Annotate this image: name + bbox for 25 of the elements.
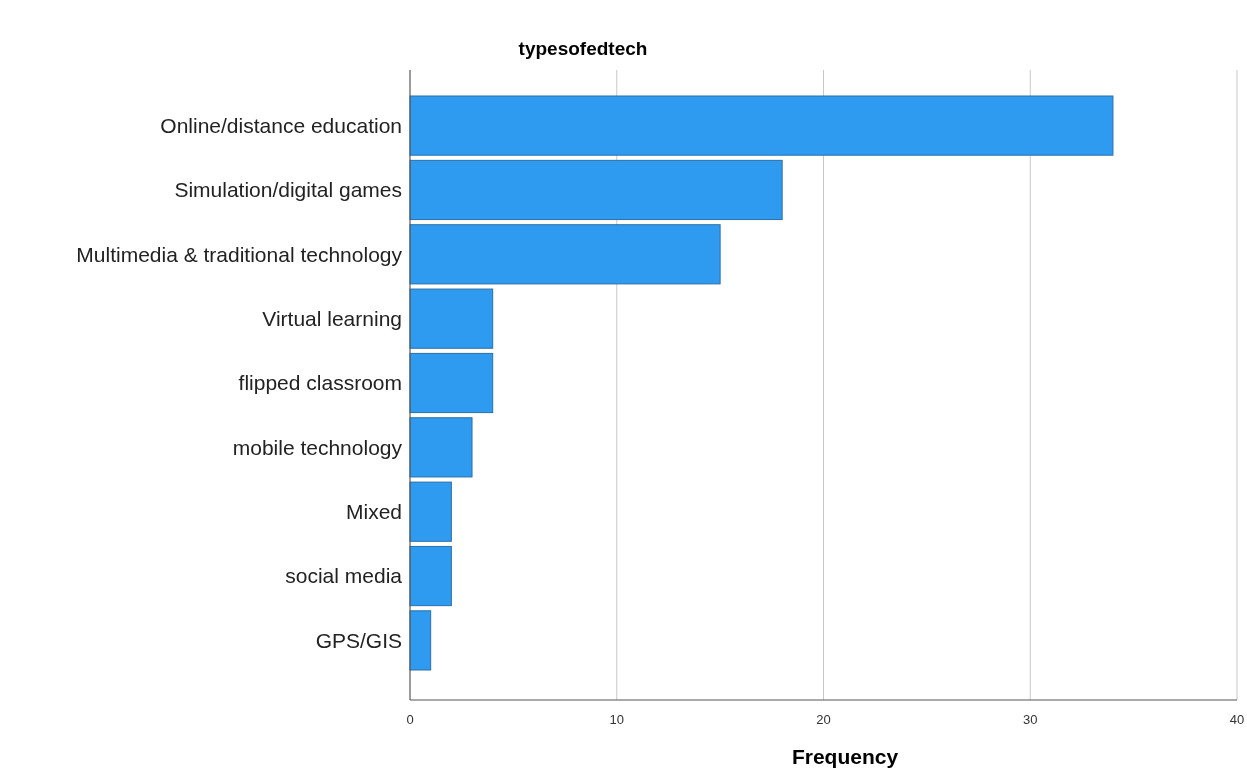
x-tick-label: 10: [609, 712, 624, 727]
bar: [409, 481, 452, 542]
bar: [409, 545, 452, 607]
bar: [409, 159, 783, 221]
x-tick-label: 30: [1023, 712, 1038, 727]
y-tick-label: social media: [285, 564, 403, 588]
bar: [409, 417, 473, 478]
y-tick-label: GPS/GIS: [315, 628, 402, 652]
bar: [409, 95, 1114, 156]
y-tick-label: Multimedia & traditional technology: [76, 242, 403, 266]
bar: [409, 610, 432, 671]
y-tick-label: mobile technology: [232, 435, 403, 459]
y-tick-label: Virtual learning: [262, 307, 402, 330]
x-tick-label: 40: [1229, 712, 1245, 727]
bar: [409, 288, 494, 349]
x-tick-label: 20: [816, 712, 831, 727]
chart-title: typesofedtech: [518, 38, 648, 59]
y-tick-label: flipped classroom: [238, 371, 402, 395]
bar: [409, 224, 721, 285]
y-tick-label: Online/distance education: [160, 113, 402, 137]
y-tick-label: Mixed: [345, 500, 402, 524]
y-tick-label: Simulation/digital games: [174, 178, 402, 202]
bar: [409, 352, 494, 414]
x-tick-label: 0: [406, 712, 414, 727]
x-axis-title: Frequency: [791, 745, 899, 768]
